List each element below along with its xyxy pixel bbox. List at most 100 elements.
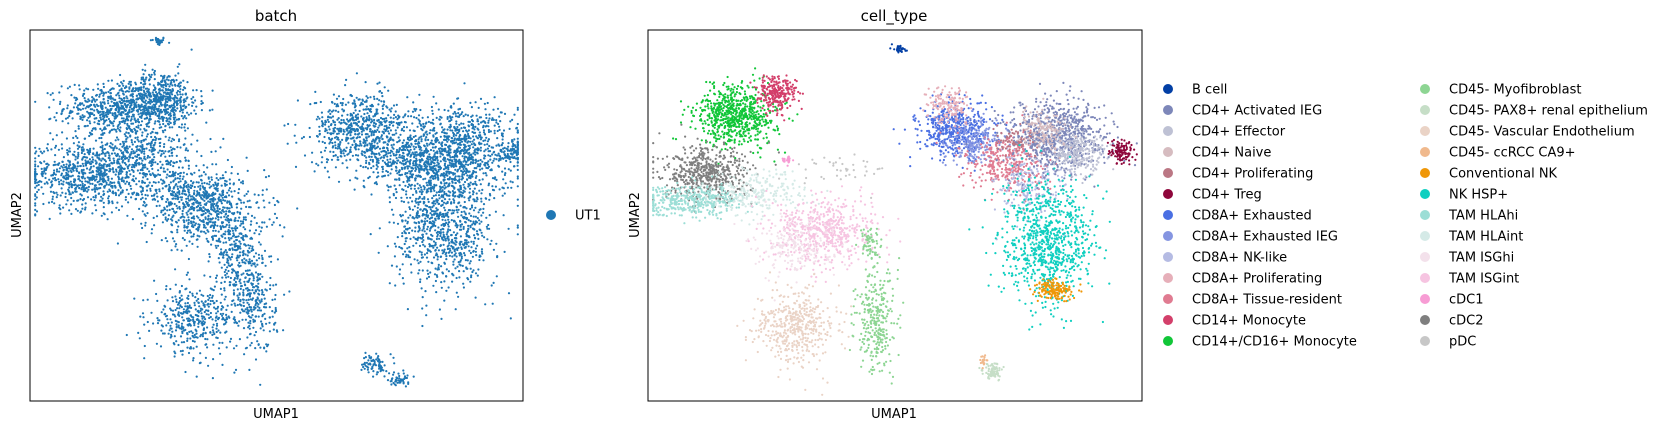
point: [125, 138, 128, 141]
point: [197, 185, 200, 188]
point: [370, 121, 373, 124]
point: [215, 299, 218, 303]
point: [73, 96, 76, 99]
point: [118, 94, 121, 97]
point: [317, 164, 320, 167]
point: [221, 305, 224, 308]
point: [381, 165, 384, 169]
point: [363, 154, 366, 157]
point: [234, 217, 237, 220]
point: [195, 345, 198, 348]
point: [363, 112, 366, 116]
point: [173, 94, 177, 97]
point: [230, 165, 233, 169]
point: [171, 93, 174, 96]
point: [77, 104, 80, 107]
point: [258, 289, 261, 292]
point: [128, 145, 131, 148]
point: [200, 95, 203, 98]
point: [76, 162, 79, 165]
point: [174, 195, 177, 198]
point: [69, 180, 72, 183]
point: [161, 325, 164, 328]
point: [102, 98, 105, 101]
point: [136, 192, 140, 195]
point: [197, 325, 200, 328]
point: [352, 111, 355, 115]
point: [151, 138, 154, 142]
point: [318, 117, 321, 120]
point: [151, 158, 154, 161]
point: [173, 118, 176, 121]
point: [77, 199, 80, 202]
point: [95, 169, 98, 172]
point: [336, 158, 339, 161]
point: [164, 113, 167, 116]
point: [166, 209, 169, 212]
point: [236, 294, 239, 297]
point: [65, 177, 68, 180]
point: [365, 136, 368, 139]
point: [206, 229, 209, 232]
point: [134, 136, 137, 139]
point: [125, 175, 129, 178]
point: [118, 155, 121, 158]
point: [151, 153, 154, 156]
point: [109, 142, 112, 145]
point: [267, 175, 270, 178]
point: [126, 90, 129, 93]
point: [62, 180, 65, 183]
point: [223, 287, 226, 290]
point: [178, 314, 181, 317]
point: [361, 153, 364, 156]
point: [174, 268, 177, 271]
point: [347, 142, 350, 145]
point: [149, 39, 152, 42]
point: [364, 108, 367, 111]
point: [140, 78, 143, 81]
point: [173, 123, 176, 126]
point: [108, 201, 111, 204]
point: [97, 173, 100, 176]
point: [205, 237, 208, 240]
point: [133, 104, 136, 107]
point: [264, 317, 267, 320]
point: [149, 144, 152, 147]
point: [408, 165, 411, 168]
point: [199, 196, 203, 199]
point: [175, 323, 178, 326]
point: [242, 288, 245, 292]
point: [34, 168, 37, 171]
point: [203, 305, 206, 308]
point: [83, 153, 86, 156]
point: [179, 180, 182, 183]
point: [158, 41, 161, 44]
point: [249, 319, 252, 323]
point: [234, 225, 237, 228]
point: [161, 182, 164, 185]
point: [183, 238, 186, 241]
point: [180, 96, 183, 99]
point: [398, 153, 401, 157]
point: [198, 305, 201, 308]
point: [175, 300, 178, 304]
point: [150, 311, 153, 314]
point: [365, 95, 368, 98]
point: [171, 224, 174, 227]
point: [159, 93, 163, 96]
point: [57, 178, 60, 181]
point: [101, 148, 104, 151]
point: [277, 201, 280, 204]
point: [245, 192, 248, 196]
point: [139, 106, 142, 109]
point: [91, 178, 94, 181]
point: [108, 163, 111, 166]
point: [167, 75, 170, 78]
point: [196, 234, 199, 237]
point: [241, 236, 244, 240]
point: [224, 295, 227, 298]
point: [158, 190, 161, 193]
point: [329, 150, 332, 153]
point: [110, 146, 113, 149]
point: [214, 181, 217, 184]
